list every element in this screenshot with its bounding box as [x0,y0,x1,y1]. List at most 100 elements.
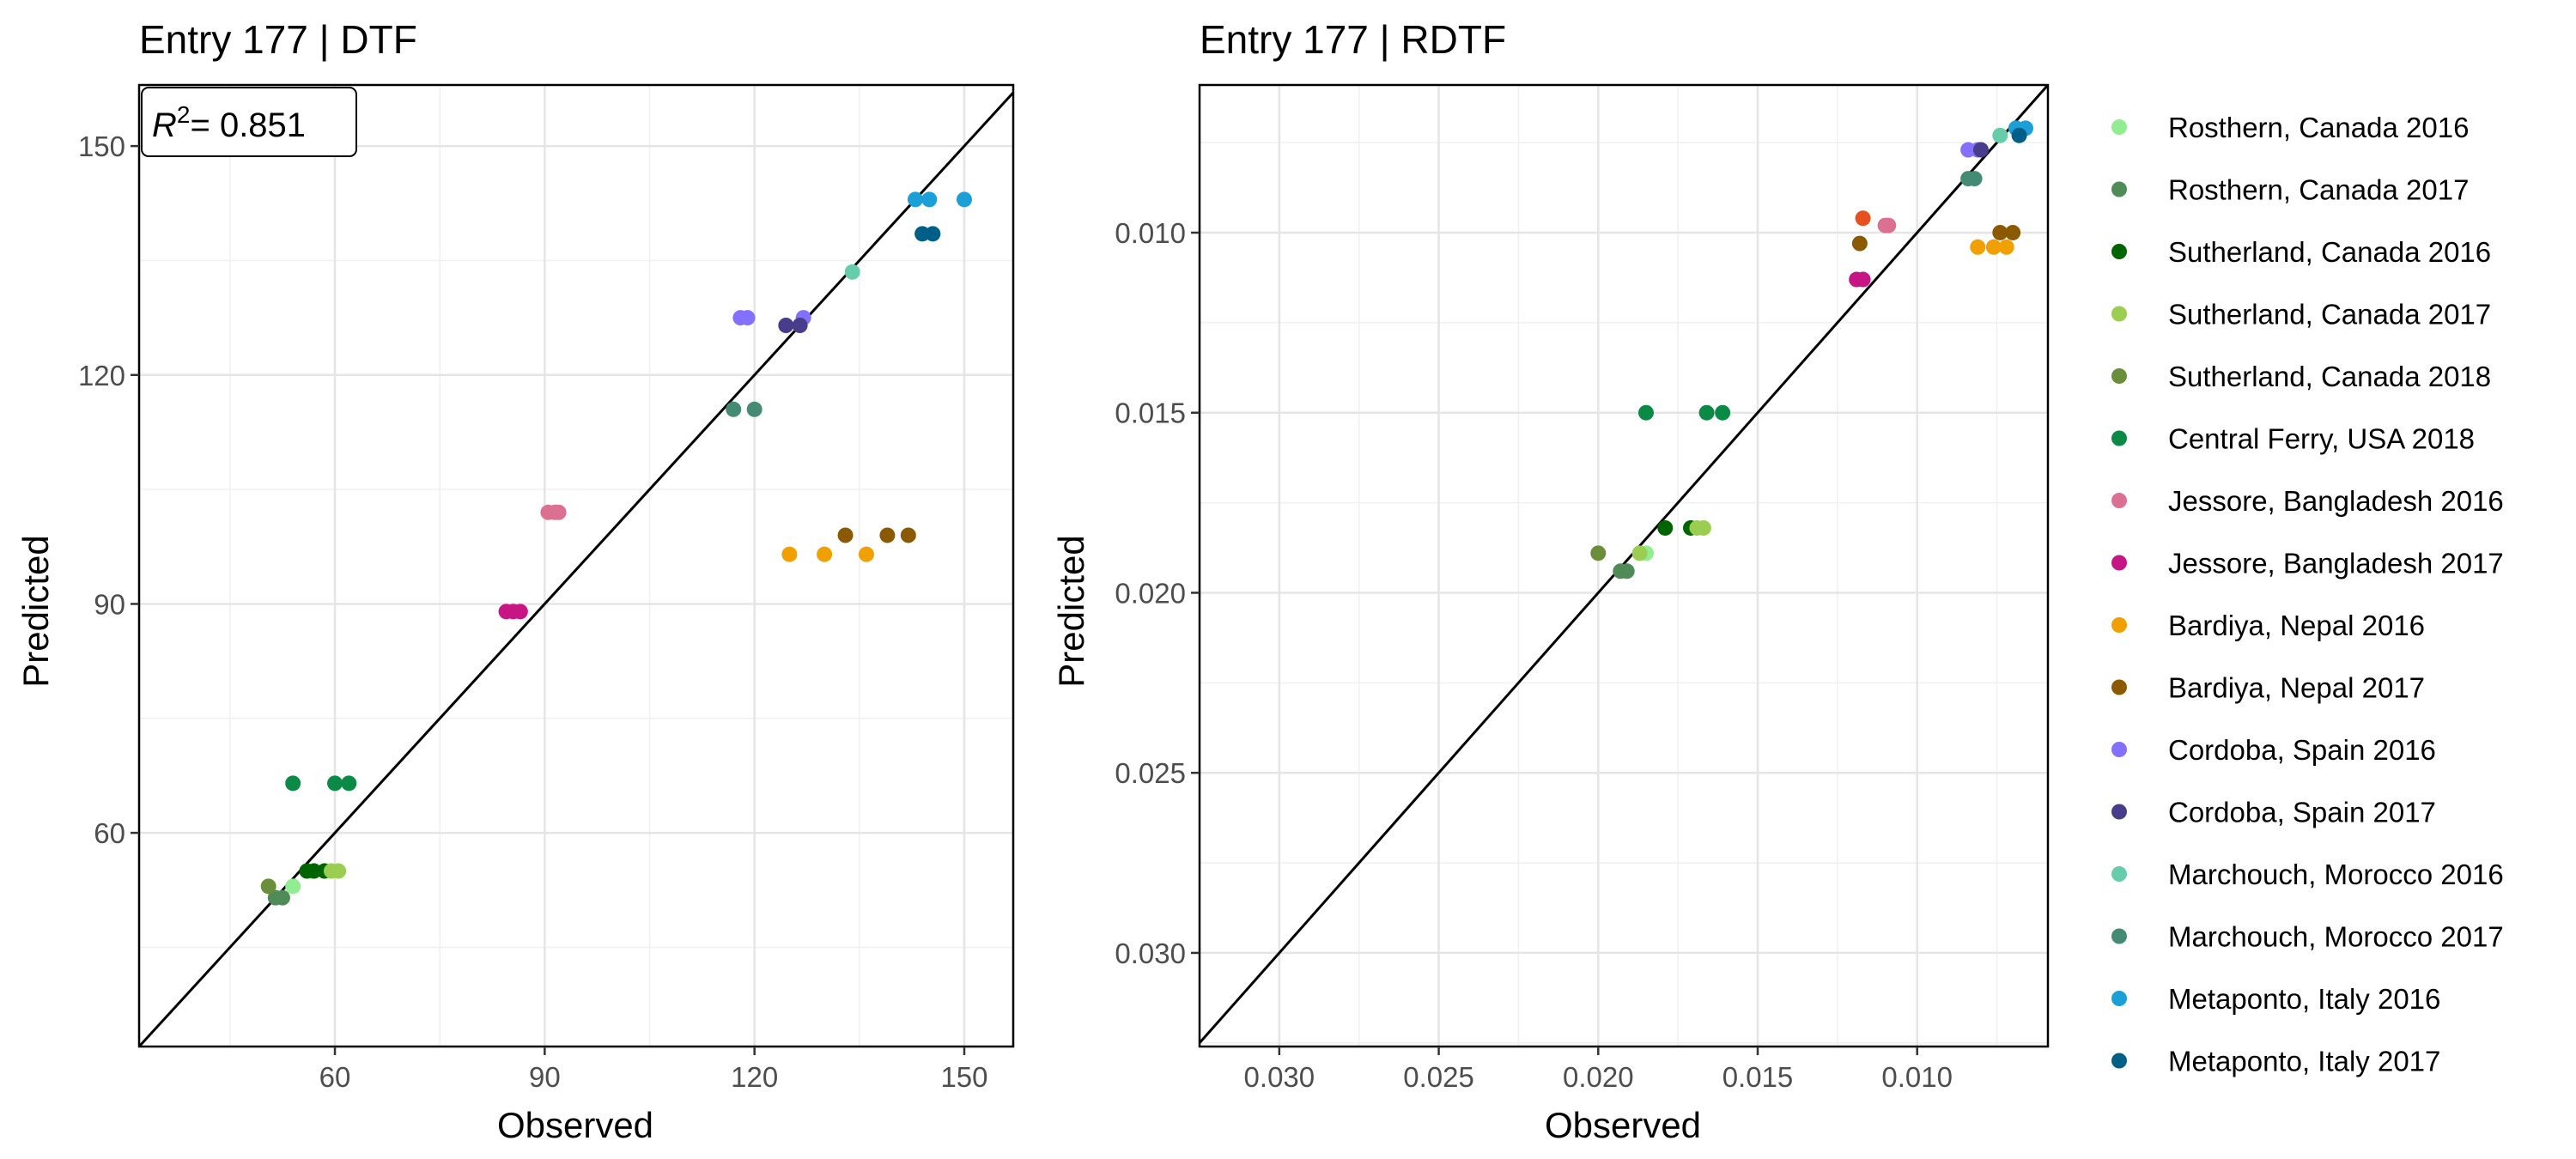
data-point [260,878,276,895]
legend-swatch [2111,617,2127,633]
x-tick-label: 150 [940,1061,987,1093]
plot-border [1198,83,2050,1048]
legend-item: Cordoba, Spain 2016 [2111,734,2436,766]
data-point [858,546,874,562]
legend-swatch [2111,555,2127,571]
data-point [285,775,301,792]
y-axis-title: Predicted [15,535,56,687]
data-points [1198,84,2050,1044]
legend-label: Sutherland, Canada 2017 [2168,299,2491,331]
legend: Rosthern, Canada 2016 Rosthern, Canada 20… [2111,112,2504,1077]
data-point [1698,404,1715,421]
r2-box [141,87,357,157]
legend-item: Marchouch, Morocco 2017 [2111,921,2504,953]
legend-item: Sutherland, Canada 2017 [2111,299,2491,331]
data-point [1695,519,1711,536]
legend-item: Metaponto, Italy 2016 [2111,983,2440,1015]
data-point [1657,519,1674,536]
legend-swatch [2111,181,2127,197]
legend-swatch [2111,742,2127,757]
data-point [1590,545,1607,561]
data-point [327,775,343,792]
y-tick-label: 0.020 [1115,577,1186,609]
legend-swatch [2111,306,2127,322]
legend-item: Sutherland, Canada 2016 [2111,236,2491,268]
legend-label: Cordoba, Spain 2017 [2168,797,2436,828]
chart-title: Entry 177 | DTF [139,17,417,62]
legend-swatch [2111,1053,2127,1069]
legend-item: Marchouch, Morocco 2016 [2111,859,2504,890]
data-point [1992,127,2008,143]
legend-item: Jessore, Bangladesh 2017 [2111,548,2504,580]
legend-item: Metaponto, Italy 2017 [2111,1046,2440,1077]
x-tick-label: 90 [529,1061,561,1093]
data-point [1970,239,1986,255]
y-axis-title: Predicted [1051,535,1091,687]
grid [1199,85,2048,1047]
data-point [274,889,290,906]
x-tick-label: 120 [731,1061,778,1093]
data-point [1631,545,1648,561]
data-point [341,775,357,792]
grid [139,85,1013,1047]
data-point [792,318,808,333]
legend-label: Metaponto, Italy 2017 [2168,1046,2440,1077]
panel-dtf: Entry 177 | DTF 60 90 120 150 60 90 120 150 R2=… [15,17,1015,1145]
data-point [550,504,567,520]
legend-item: Rosthern, Canada 2016 [2111,112,2469,143]
legend-swatch [2111,493,2127,508]
data-point [726,401,742,417]
data-point [778,318,794,333]
legend-label: Jessore, Bangladesh 2017 [2168,548,2504,580]
x-tick-label: 0.010 [1881,1061,1953,1093]
legend-swatch [2111,244,2127,259]
y-tick-label: 0.015 [1115,397,1186,429]
data-point [1855,271,1871,288]
chart-title: Entry 177 | RDTF [1200,17,1506,62]
x-tick-label: 0.015 [1722,1061,1794,1093]
legend-item: Jessore, Bangladesh 2016 [2111,485,2504,517]
data-point [1992,224,2008,240]
legend-item: Central Ferry, USA 2018 [2111,423,2475,455]
x-axis-title: Observed [497,1105,653,1145]
data-point [921,191,938,208]
data-point [1638,404,1654,421]
data-point [907,191,923,208]
legend-item: Bardiya, Nepal 2017 [2111,672,2425,704]
data-point [1966,171,1983,187]
y-tick-label: 90 [94,588,125,620]
x-tick-label: 0.020 [1563,1061,1634,1093]
data-point [285,878,301,895]
legend-swatch [2111,804,2127,820]
y-tick-label: 0.025 [1115,757,1186,789]
data-point [900,527,916,543]
legend-item: Rosthern, Canada 2017 [2111,174,2469,206]
identity-line [137,91,1015,1048]
data-point [739,310,756,326]
data-point [1973,142,1989,158]
y-tick-label: 0.030 [1115,938,1186,969]
legend-swatch [2111,119,2127,135]
data-point [1851,235,1868,252]
legend-swatch [2111,430,2127,446]
panel-rdtf: Entry 177 | RDTF 0.030 0.025 0.020 0.015 0.0… [1051,17,2050,1145]
data-points [137,91,1015,1048]
legend-label: Bardiya, Nepal 2017 [2168,672,2425,704]
data-point [746,401,762,417]
data-point [781,546,798,562]
legend-label: Central Ferry, USA 2018 [2168,423,2475,455]
legend-item: Sutherland, Canada 2018 [2111,361,2491,392]
legend-item: Cordoba, Spain 2017 [2111,797,2436,828]
legend-swatch [2111,368,2127,384]
data-point [956,191,972,208]
r2-label: R2= 0.851 [152,101,306,144]
data-point [2005,224,2021,240]
x-tick-label: 0.025 [1403,1061,1474,1093]
data-point [1880,217,1897,234]
legend-label: Sutherland, Canada 2018 [2168,361,2491,392]
legend-label: Cordoba, Spain 2016 [2168,734,2436,766]
plot-border [137,83,1015,1048]
legend-swatch [2111,928,2127,944]
data-point [1855,210,1871,227]
data-point [879,527,896,543]
